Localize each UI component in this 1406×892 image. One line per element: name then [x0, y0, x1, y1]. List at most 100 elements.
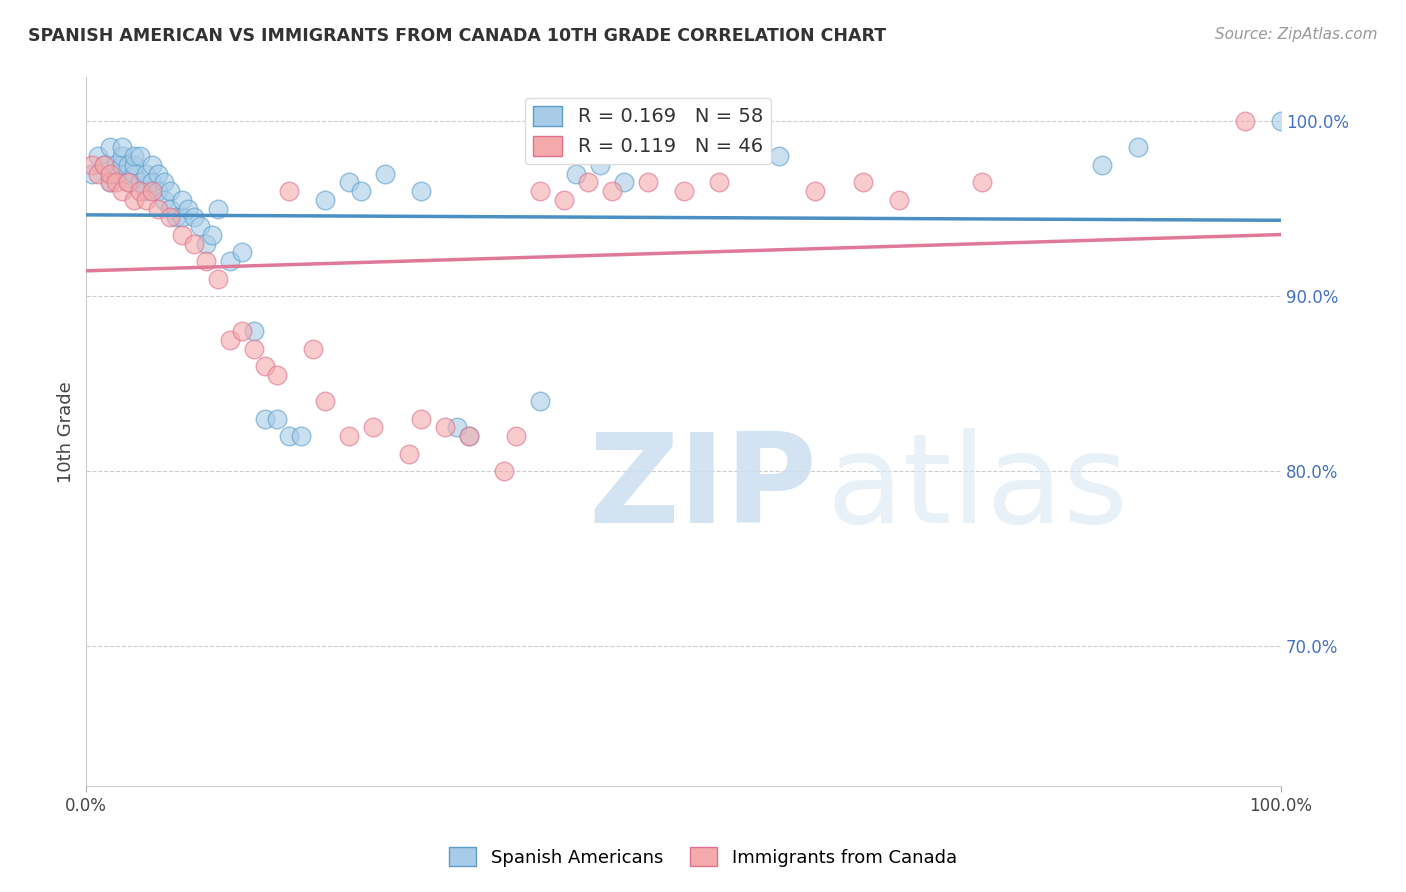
Point — [159, 202, 181, 216]
Point — [374, 167, 396, 181]
Point — [218, 254, 240, 268]
Text: atlas: atlas — [827, 428, 1129, 549]
Point — [98, 176, 121, 190]
Point — [135, 193, 157, 207]
Point — [122, 193, 145, 207]
Point — [887, 193, 910, 207]
Point — [111, 140, 134, 154]
Point — [122, 167, 145, 181]
Point — [194, 254, 217, 268]
Point — [231, 245, 253, 260]
Point — [1234, 114, 1257, 128]
Point — [117, 176, 139, 190]
Point — [188, 219, 211, 234]
Point — [105, 167, 128, 181]
Point — [337, 429, 360, 443]
Point — [82, 167, 104, 181]
Text: ZIP: ZIP — [588, 428, 817, 549]
Point — [207, 202, 229, 216]
Text: SPANISH AMERICAN VS IMMIGRANTS FROM CANADA 10TH GRADE CORRELATION CHART: SPANISH AMERICAN VS IMMIGRANTS FROM CANA… — [28, 27, 886, 45]
Point — [111, 149, 134, 163]
Point — [183, 236, 205, 251]
Point — [159, 184, 181, 198]
Point — [529, 394, 551, 409]
Point — [170, 227, 193, 242]
Legend: R = 0.169   N = 58, R = 0.119   N = 46: R = 0.169 N = 58, R = 0.119 N = 46 — [524, 98, 770, 164]
Point — [141, 158, 163, 172]
Point — [254, 411, 277, 425]
Point — [153, 193, 176, 207]
Point — [129, 176, 152, 190]
Point — [972, 176, 994, 190]
Point — [111, 158, 134, 172]
Point — [111, 184, 134, 198]
Point — [529, 184, 551, 198]
Point — [146, 167, 169, 181]
Point — [82, 158, 104, 172]
Point — [129, 184, 152, 198]
Point — [141, 176, 163, 190]
Point — [600, 184, 623, 198]
Point — [159, 211, 181, 225]
Point — [1126, 140, 1149, 154]
Point — [122, 158, 145, 172]
Point — [637, 176, 659, 190]
Point — [409, 411, 432, 425]
Point — [804, 184, 827, 198]
Point — [218, 333, 240, 347]
Point — [457, 429, 479, 443]
Point — [87, 149, 110, 163]
Point — [135, 167, 157, 181]
Point — [194, 236, 217, 251]
Point — [302, 342, 325, 356]
Point — [231, 324, 253, 338]
Point — [266, 411, 288, 425]
Point — [117, 176, 139, 190]
Point — [87, 167, 110, 181]
Point — [290, 429, 312, 443]
Point — [146, 202, 169, 216]
Point — [122, 149, 145, 163]
Point — [613, 176, 636, 190]
Point — [141, 184, 163, 198]
Point — [117, 158, 139, 172]
Point — [768, 149, 790, 163]
Point — [505, 429, 527, 443]
Text: Source: ZipAtlas.com: Source: ZipAtlas.com — [1215, 27, 1378, 42]
Point — [278, 429, 301, 443]
Point — [98, 176, 121, 190]
Point — [409, 184, 432, 198]
Point — [93, 158, 115, 172]
Point — [672, 184, 695, 198]
Point — [146, 184, 169, 198]
Point — [709, 176, 731, 190]
Point — [314, 193, 336, 207]
Point — [553, 193, 575, 207]
Point — [565, 167, 588, 181]
Point — [93, 158, 115, 172]
Y-axis label: 10th Grade: 10th Grade — [58, 381, 75, 483]
Point — [242, 324, 264, 338]
Point — [105, 158, 128, 172]
Point — [361, 420, 384, 434]
Point — [314, 394, 336, 409]
Point — [1091, 158, 1114, 172]
Point — [589, 158, 612, 172]
Point — [165, 211, 187, 225]
Point — [105, 176, 128, 190]
Point — [457, 429, 479, 443]
Point — [494, 464, 516, 478]
Point — [337, 176, 360, 190]
Point — [129, 149, 152, 163]
Point — [170, 211, 193, 225]
Point — [153, 176, 176, 190]
Point — [170, 193, 193, 207]
Point — [350, 184, 373, 198]
Point — [242, 342, 264, 356]
Point — [278, 184, 301, 198]
Point — [183, 211, 205, 225]
Point — [177, 202, 200, 216]
Point — [207, 271, 229, 285]
Point — [433, 420, 456, 434]
Point — [201, 227, 224, 242]
